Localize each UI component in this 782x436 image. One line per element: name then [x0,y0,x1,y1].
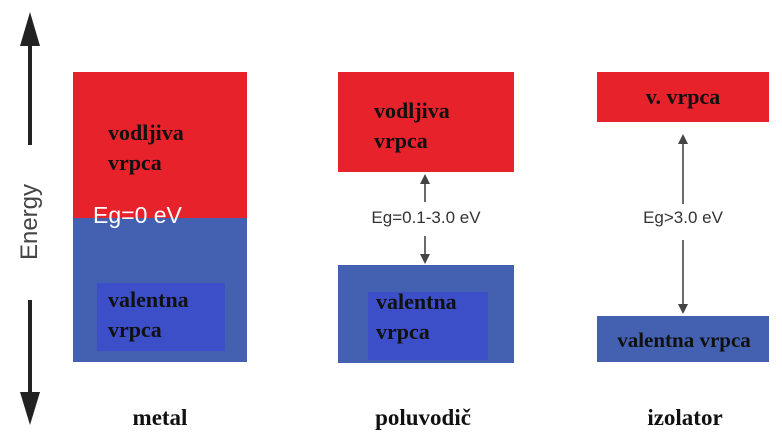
metal-conduction-band [73,72,247,218]
metal-gap-label: Eg=0 eV [93,202,182,228]
energy-axis [20,12,40,425]
semiconductor-valence-label-box [368,292,488,360]
arrow-up-icon [20,12,40,46]
insulator-conduction-band [597,72,769,122]
semiconductor-conduction-band [338,72,514,172]
semiconductor-label: poluvodič [375,405,471,430]
semiconductor-gap-arrow [420,174,430,264]
insulator-valence-label: valentna vrpca [617,328,751,352]
arrow-down-icon [20,392,40,425]
insulator-gap-arrow [678,134,688,314]
insulator-conduction-label: v. vrpca [645,84,721,109]
energy-axis-label: Energy [16,183,43,261]
semiconductor-valence-label: valentna vrpca [376,289,457,344]
metal-valence-label: valentna vrpca [108,287,189,342]
metal-valence-label-box [97,283,225,351]
semiconductor-conduction-label: vodljiva vrpca [374,98,450,153]
metal-conduction-label: vodljiva vrpca [108,120,184,175]
insulator-valence-band [597,316,769,362]
semiconductor-gap-label: Eg=0.1-3.0 eV [371,208,481,227]
insulator-label: izolator [647,405,723,430]
insulator-gap-label: Eg>3.0 eV [643,208,723,227]
metal-label: metal [132,405,188,430]
